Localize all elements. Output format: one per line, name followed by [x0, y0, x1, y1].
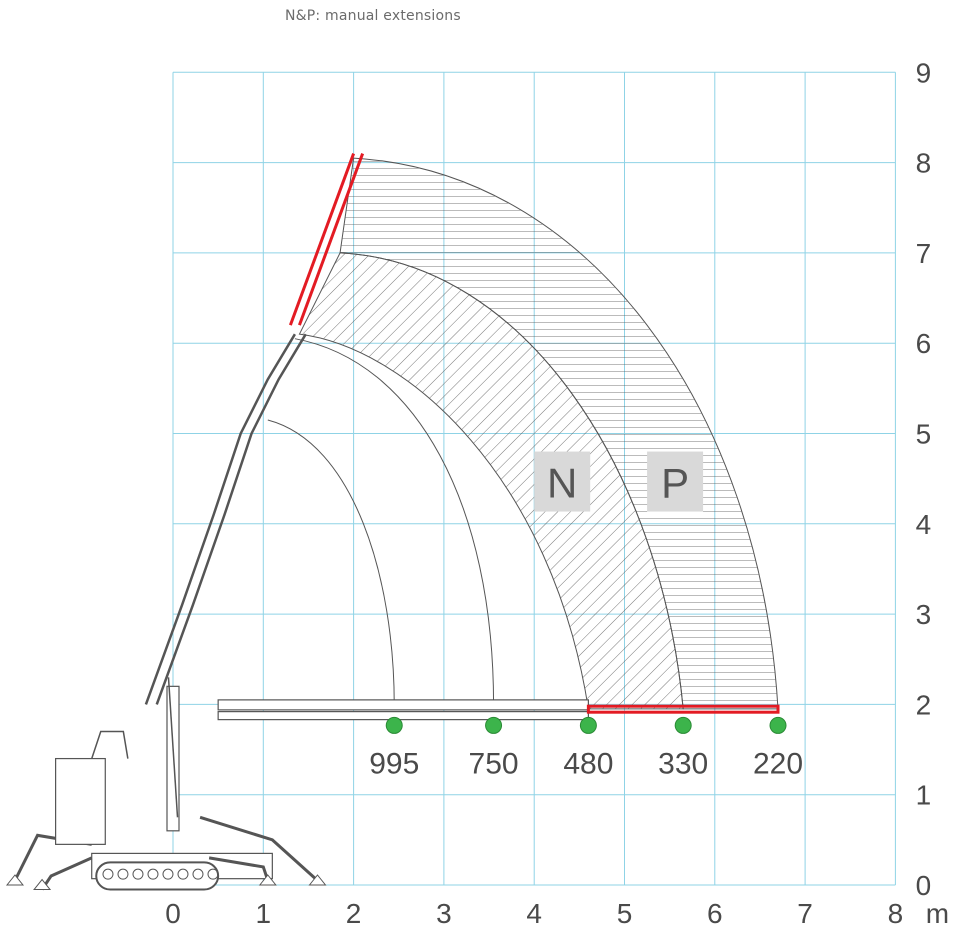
load-capacity-label: 995 [369, 747, 419, 780]
outrigger-foot [5, 874, 25, 886]
x-tick-label: 2 [346, 898, 362, 929]
x-tick-label: 0 [165, 898, 181, 929]
zone-p-label: P [661, 460, 689, 507]
horizontal-extension [586, 704, 780, 714]
luffing-cylinder [167, 677, 179, 818]
load-marker [579, 716, 597, 734]
track-wheel [117, 868, 129, 880]
load-capacity-label: 330 [658, 747, 708, 780]
track-wheel [177, 868, 189, 880]
control-head [91, 730, 129, 759]
zone-n-area [298, 252, 684, 710]
arc-750 [294, 338, 495, 705]
track-wheel [192, 868, 204, 880]
zone-n-label: N [547, 460, 577, 507]
load-points: 995 750 480 330 220 [369, 716, 803, 780]
y-tick-label: 3 [916, 599, 932, 630]
control-tower [55, 757, 106, 845]
outrigger-foot [33, 878, 52, 891]
track-wheel [207, 868, 219, 880]
outrigger-foot [308, 874, 327, 886]
load-capacity-label: 750 [469, 747, 519, 780]
load-capacity-label: 480 [563, 747, 613, 780]
x-unit-label: m [926, 898, 949, 929]
y-tick-label: 0 [916, 870, 932, 901]
track-wheel [162, 868, 174, 880]
extension-n-upper [288, 153, 356, 326]
horizontal-boom-upper [217, 699, 589, 711]
load-marker [485, 716, 503, 734]
x-tick-label: 7 [797, 898, 813, 929]
load-capacity-label: 220 [753, 747, 803, 780]
outrigger-right-front [199, 815, 319, 882]
y-tick-label: 1 [916, 780, 932, 811]
x-tick-label: 3 [436, 898, 452, 929]
x-tick-label: 8 [888, 898, 904, 929]
radius-arcs [267, 338, 495, 705]
outrigger-right-rear [208, 856, 270, 881]
boom-section-upper [144, 333, 296, 705]
x-tick-label: 5 [617, 898, 633, 929]
x-tick-label: 6 [707, 898, 723, 929]
chart-subtitle: N&P: manual extensions [285, 8, 461, 24]
horizontal-boom-lower [217, 711, 589, 721]
y-tick-label: 7 [916, 238, 932, 269]
zone-n-box [534, 451, 591, 512]
zone-p-box [647, 451, 704, 512]
extension-n-lower [298, 153, 365, 326]
track-wheel [102, 868, 114, 880]
x-tick-label: 4 [526, 898, 542, 929]
track-wheel [147, 868, 159, 880]
y-tick-label: 5 [916, 419, 932, 450]
y-tick-label: 2 [916, 689, 932, 720]
track-wheel [132, 868, 144, 880]
outrigger-left-rear [40, 856, 93, 891]
arc-995 [267, 419, 395, 705]
load-marker [769, 716, 787, 734]
y-tick-label: 8 [916, 148, 932, 179]
load-marker [385, 716, 403, 734]
load-marker [674, 716, 692, 734]
outrigger-foot [258, 874, 277, 886]
x-tick-label: 1 [256, 898, 272, 929]
crane-drawing [5, 153, 780, 891]
y-tick-label: 6 [916, 328, 932, 359]
y-tick-label: 9 [916, 57, 932, 88]
boom-section-lower [155, 333, 307, 705]
y-tick-label: 4 [916, 509, 932, 540]
